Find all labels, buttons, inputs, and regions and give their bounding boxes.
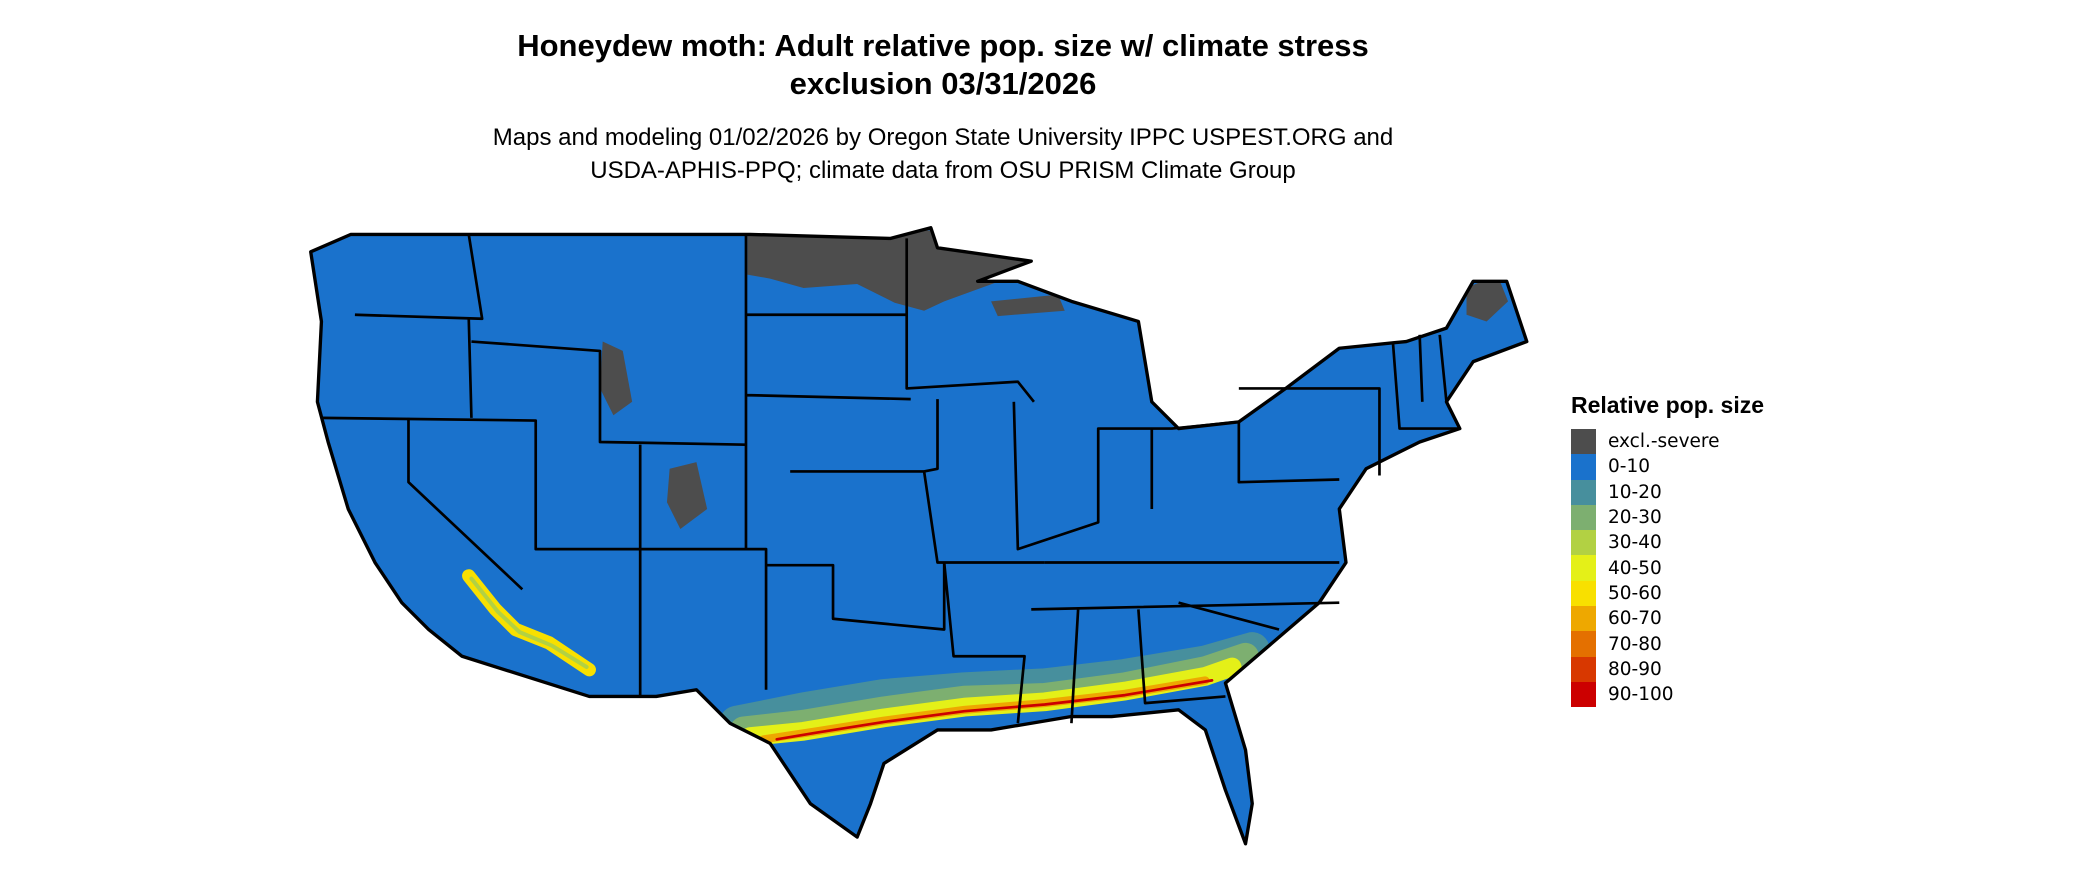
legend-swatch bbox=[1571, 580, 1596, 607]
legend-swatch bbox=[1571, 606, 1596, 632]
us-land-0-10 bbox=[310, 227, 1527, 844]
legend-label: 60-70 bbox=[1608, 608, 1662, 630]
excluded-area-maine bbox=[1466, 274, 1509, 322]
legend-label: 90-100 bbox=[1608, 684, 1674, 706]
excluded-area-colorado bbox=[666, 462, 708, 530]
legend-swatch bbox=[1571, 631, 1596, 657]
legend-item: 50-60 bbox=[1571, 580, 1764, 607]
legend-title: Relative pop. size bbox=[1571, 392, 1765, 418]
legend-swatch bbox=[1571, 479, 1596, 505]
excluded-area-wisconsin bbox=[991, 294, 1065, 317]
legend-swatch bbox=[1571, 504, 1596, 531]
patch-south-florida bbox=[1205, 816, 1246, 844]
legend-item: 0-10 bbox=[1571, 454, 1764, 480]
legend-swatch bbox=[1571, 429, 1596, 455]
state-borders bbox=[321, 234, 1460, 724]
map-subtitle-line-1: Maps and modeling 01/02/2026 by Oregon S… bbox=[492, 124, 1394, 151]
legend-label: 30-40 bbox=[1608, 532, 1662, 554]
legend-label: 20-30 bbox=[1608, 507, 1662, 529]
legend: Relative pop. size excl.-severe 0-10 10-20… bbox=[1571, 392, 1765, 708]
legend-swatch bbox=[1571, 530, 1596, 556]
legend-swatch bbox=[1571, 656, 1596, 682]
legend-label: 80-90 bbox=[1608, 658, 1662, 680]
legend-item: 70-80 bbox=[1571, 631, 1764, 657]
excluded-area-wyoming bbox=[600, 341, 633, 416]
legend-item: 20-30 bbox=[1571, 504, 1764, 531]
legend-item: 60-70 bbox=[1571, 606, 1764, 632]
legend-item: 90-100 bbox=[1571, 681, 1764, 708]
map-title-line-1: Honeydew moth: Adult relative pop. size … bbox=[517, 28, 1369, 63]
legend-label: 40-50 bbox=[1608, 557, 1662, 579]
map-subtitle-line-2: USDA-APHIS-PPQ; climate data from OSU PR… bbox=[590, 157, 1296, 184]
legend-item: 30-40 bbox=[1571, 530, 1764, 556]
legend-label: excl.-severe bbox=[1608, 431, 1720, 453]
legend-item: excl.-severe bbox=[1571, 429, 1764, 455]
band-90-100 bbox=[775, 679, 1214, 741]
legend-label: 50-60 bbox=[1608, 582, 1662, 604]
patch-southern-california-inner bbox=[469, 576, 589, 669]
legend-item: 10-20 bbox=[1571, 479, 1764, 505]
legend-item: 40-50 bbox=[1571, 555, 1764, 581]
legend-label: 70-80 bbox=[1608, 633, 1662, 655]
legend-item: 80-90 bbox=[1571, 656, 1764, 682]
legend-swatch bbox=[1571, 681, 1596, 708]
map-title-line-2: exclusion 03/31/2026 bbox=[789, 66, 1097, 101]
us-outline bbox=[309, 226, 1529, 846]
legend-label: 10-20 bbox=[1608, 481, 1662, 503]
legend-label: 0-10 bbox=[1608, 456, 1650, 478]
legend-swatch bbox=[1571, 454, 1596, 480]
legend-swatch bbox=[1571, 555, 1596, 581]
